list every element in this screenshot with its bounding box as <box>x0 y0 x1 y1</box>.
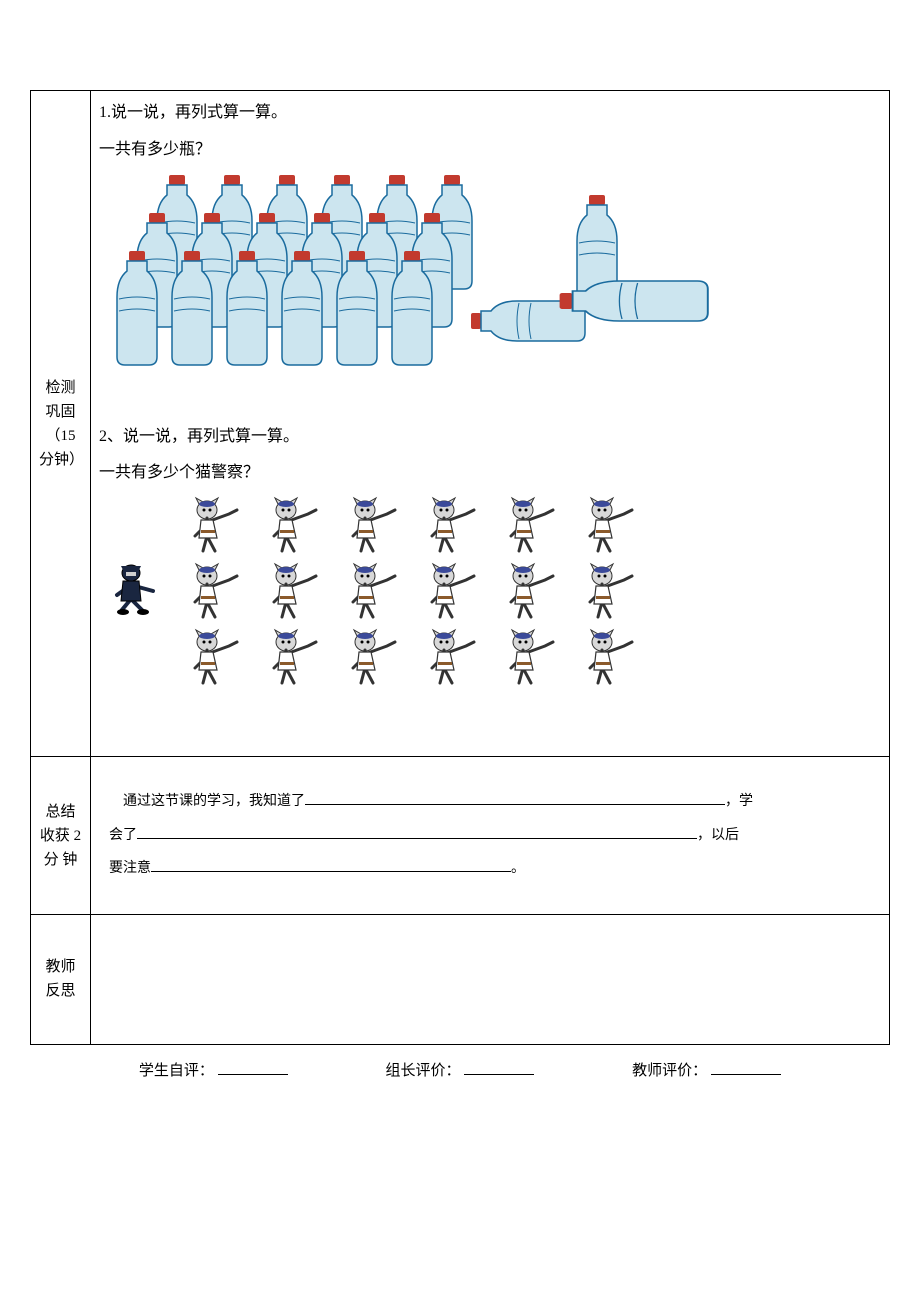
testing-label: 检测巩固（15分钟） <box>31 91 91 757</box>
summary-text: 通过这节课的学习，我知道了 ，学 会了 ，以后 要注意 。 <box>99 765 881 906</box>
reflection-row: 教师反思 <box>31 914 890 1044</box>
cat-icon <box>584 496 639 556</box>
fill-blank[interactable] <box>151 858 511 872</box>
bottle-icon <box>164 249 219 369</box>
leader-eval-blank[interactable] <box>464 1060 534 1075</box>
bottles-illustration <box>109 173 881 363</box>
cat-icon <box>268 496 323 556</box>
teacher-eval-label: 教师评价： <box>632 1059 707 1080</box>
bottle-icon <box>219 249 274 369</box>
cat-icon <box>347 628 402 688</box>
self-eval-blank[interactable] <box>218 1060 288 1075</box>
summary-row: 总结收获 2 分 钟 通过这节课的学习，我知道了 ，学 会了 ，以后 要注意 。 <box>31 757 890 915</box>
bottle-icon <box>329 249 384 369</box>
worksheet-table: 检测巩固（15分钟） 1.说一说，再列式算一算。 一共有多少瓶？ <box>30 90 890 1045</box>
bottle-side-icon <box>557 273 791 333</box>
summary-label: 总结收获 2 分 钟 <box>31 757 91 915</box>
bottle-icon <box>274 249 329 369</box>
cat-icon <box>268 562 323 622</box>
summary-line2-suffix: ，以后 <box>697 828 739 843</box>
bottles-group-extra <box>469 203 779 363</box>
reflection-label: 教师反思 <box>31 914 91 1044</box>
cat-row <box>189 562 649 622</box>
officer-icon <box>109 561 169 616</box>
self-eval-label: 学生自评： <box>139 1059 214 1080</box>
self-eval: 学生自评： <box>139 1059 288 1080</box>
bottles-group-main <box>109 173 439 363</box>
testing-content: 1.说一说，再列式算一算。 一共有多少瓶？ <box>91 91 890 757</box>
cat-icon <box>426 628 481 688</box>
cat-icon <box>505 562 560 622</box>
testing-label-text: 检测巩固（15分钟） <box>39 380 84 468</box>
teacher-eval-blank[interactable] <box>711 1060 781 1075</box>
reflection-content[interactable] <box>91 914 890 1044</box>
cat-icon <box>426 562 481 622</box>
summary-line2-prefix: 会了 <box>109 828 137 843</box>
q2-title: 2、说一说，再列式算一算。 <box>99 423 881 452</box>
cat-icon <box>505 628 560 688</box>
summary-content: 通过这节课的学习，我知道了 ，学 会了 ，以后 要注意 。 <box>91 757 890 915</box>
q1-title: 1.说一说，再列式算一算。 <box>99 99 881 128</box>
cat-icon <box>426 496 481 556</box>
fill-blank[interactable] <box>305 791 725 805</box>
summary-label-text: 总结收获 2 分 钟 <box>40 804 81 868</box>
cat-row <box>189 496 649 556</box>
bottle-icon <box>384 249 439 369</box>
leader-eval: 组长评价： <box>385 1059 534 1080</box>
cat-icon <box>268 628 323 688</box>
cat-icon <box>189 496 244 556</box>
testing-row: 检测巩固（15分钟） 1.说一说，再列式算一算。 一共有多少瓶？ <box>31 91 890 757</box>
cats-illustration <box>109 496 649 688</box>
bottle-icon <box>109 249 164 369</box>
cat-icon <box>347 562 402 622</box>
evaluation-footer: 学生自评： 组长评价： 教师评价： <box>30 1059 890 1080</box>
reflection-label-text: 教师反思 <box>45 959 75 999</box>
summary-line3-suffix: 。 <box>511 861 525 876</box>
cat-icon <box>189 562 244 622</box>
q2-sub: 一共有多少个猫警察？ <box>99 459 881 488</box>
leader-eval-label: 组长评价： <box>385 1059 460 1080</box>
cat-icon <box>584 628 639 688</box>
cat-icon <box>505 496 560 556</box>
cat-icon <box>189 628 244 688</box>
summary-line3-prefix: 要注意 <box>109 861 151 876</box>
summary-line1-suffix: ，学 <box>725 794 753 809</box>
cat-row <box>189 628 649 688</box>
cat-icon <box>584 562 639 622</box>
teacher-eval: 教师评价： <box>632 1059 781 1080</box>
fill-blank[interactable] <box>137 825 697 839</box>
cat-icon <box>347 496 402 556</box>
q1-sub: 一共有多少瓶？ <box>99 136 881 165</box>
summary-line1-prefix: 通过这节课的学习，我知道了 <box>123 794 305 809</box>
